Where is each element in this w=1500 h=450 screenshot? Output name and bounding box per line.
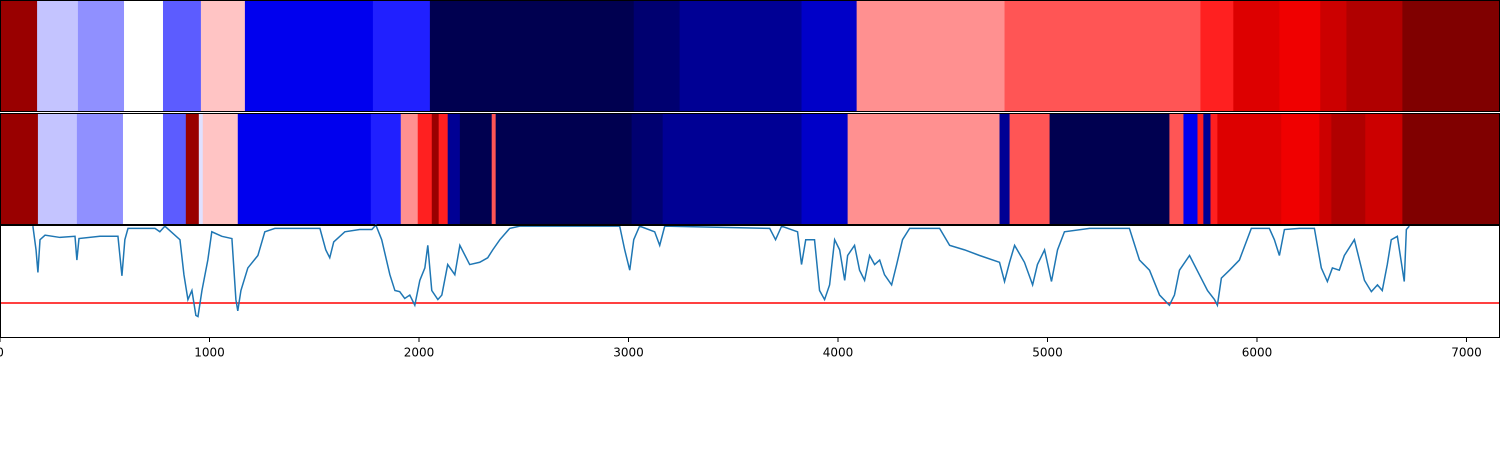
- line-series: [32, 223, 1410, 318]
- segment: [244, 0, 374, 112]
- segment: [1319, 113, 1332, 225]
- segment: [237, 113, 372, 225]
- segment: [1217, 113, 1282, 225]
- segment: [37, 113, 78, 225]
- segment: [1402, 113, 1500, 225]
- segment: [372, 0, 431, 112]
- segment: [631, 113, 664, 225]
- segment: [1320, 0, 1347, 112]
- segment: [200, 0, 246, 112]
- segment: [185, 113, 200, 225]
- segment: [1049, 113, 1170, 225]
- segment: [662, 113, 803, 225]
- segment: [491, 113, 497, 225]
- segment: [431, 113, 440, 225]
- segment: [1346, 0, 1403, 112]
- segment: [162, 0, 202, 112]
- segment: [495, 113, 633, 225]
- segment: [447, 113, 461, 225]
- x-tick-label: 0: [0, 346, 4, 360]
- segment: [438, 113, 449, 225]
- segment: [1009, 113, 1051, 225]
- x-tick-label: 1000: [194, 346, 225, 360]
- segment: [198, 113, 204, 225]
- segment: [1281, 113, 1320, 225]
- x-tick-label: 4000: [823, 346, 854, 360]
- segment: [1004, 0, 1201, 112]
- segment: [202, 113, 239, 225]
- segment: [400, 113, 419, 225]
- segment: [801, 0, 858, 112]
- segment: [1200, 0, 1234, 112]
- x-tick-label: 6000: [1242, 346, 1273, 360]
- segment: [122, 113, 164, 225]
- segment: [162, 113, 187, 225]
- segment: [77, 0, 125, 112]
- x-tick-label: 2000: [404, 346, 435, 360]
- segment: [679, 0, 803, 112]
- segment: [1203, 113, 1211, 225]
- segment: [370, 113, 402, 225]
- segment: [1197, 113, 1204, 225]
- segment: [0, 113, 39, 225]
- x-tick-label: 3000: [613, 346, 644, 360]
- segment: [1233, 0, 1280, 112]
- segment: [37, 0, 79, 112]
- segment: [124, 0, 164, 112]
- segment: [429, 0, 635, 112]
- segment: [459, 113, 493, 225]
- segment: [999, 113, 1011, 225]
- segment: [801, 113, 849, 225]
- x-tick-label: 7000: [1451, 346, 1482, 360]
- segment: [417, 113, 433, 225]
- segment: [1402, 0, 1500, 112]
- segment: [76, 113, 124, 225]
- segment: [633, 0, 681, 112]
- segment: [1210, 113, 1218, 225]
- segment: [847, 113, 1001, 225]
- segment: [856, 0, 1006, 112]
- segment: [0, 0, 38, 112]
- segment: [1169, 113, 1184, 225]
- segment: [1331, 113, 1366, 225]
- segment: [1183, 113, 1198, 225]
- segment: [1279, 0, 1321, 112]
- segment: [1365, 113, 1403, 225]
- x-tick-label: 5000: [1032, 346, 1063, 360]
